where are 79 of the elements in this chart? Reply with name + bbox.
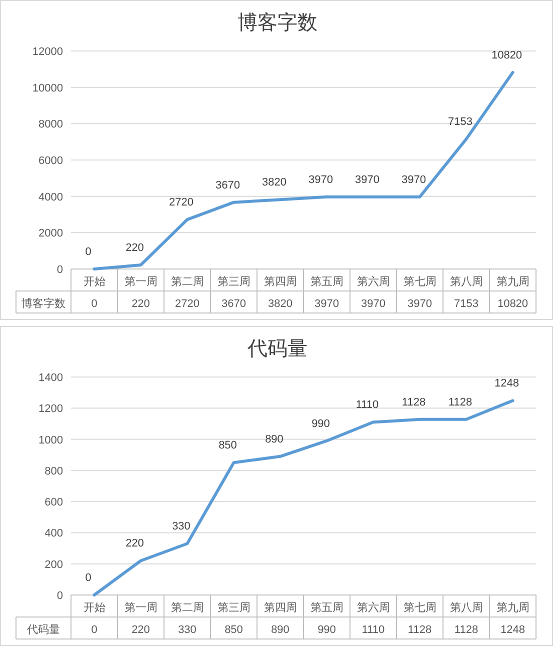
data-label: 1248	[500, 624, 525, 636]
y-tick-label: 8000	[38, 118, 63, 131]
annotation: 2720	[169, 196, 194, 209]
data-label: 7153	[454, 298, 478, 310]
y-tick-label: 12000	[32, 46, 63, 58]
text: 代码量	[26, 624, 60, 636]
x-tick-label: 开始	[83, 602, 106, 614]
x-tick-label: 第六周	[356, 601, 390, 614]
annotation: 3670	[216, 179, 240, 192]
x-tick-label: 第四周	[264, 276, 297, 288]
chart-title: 博客字数	[238, 11, 318, 34]
annotation: 3970	[402, 174, 426, 186]
annotation: 0	[85, 572, 92, 584]
data-label: 850	[224, 624, 243, 636]
data-label: 10820	[497, 298, 528, 310]
x-tick-label: 第二周	[170, 602, 204, 614]
chart-title: 代码量	[246, 338, 308, 360]
x-tick-label: 第五周	[310, 602, 344, 614]
data-label: 3970	[361, 298, 386, 310]
y-tick-label: 4000	[38, 191, 63, 204]
data-label: 2720	[175, 298, 200, 310]
data-label: 220	[132, 624, 150, 636]
data-label: 220	[132, 298, 150, 310]
x-tick-label: 开始	[83, 276, 106, 288]
annotation: 890	[265, 433, 284, 446]
annotation: 220	[126, 242, 144, 254]
x-tick-label: 第八周	[450, 276, 483, 288]
y-tick-label: 600	[44, 496, 63, 509]
x-tick-label: 第三周	[217, 276, 250, 288]
x-tick-label: 第一周	[124, 602, 158, 614]
y-tick-label: 10000	[32, 82, 63, 94]
y-tick-label: 1200	[38, 403, 63, 416]
annotation: 990	[312, 418, 330, 430]
annotation: 330	[172, 520, 190, 533]
annotation: 0	[85, 246, 92, 258]
annotation: 3970	[355, 174, 380, 186]
data-label: 3970	[314, 298, 339, 310]
data-label: 330	[178, 624, 196, 636]
data-label: 1110	[362, 624, 385, 636]
x-tick-label: 第七周	[403, 275, 436, 288]
x-tick-label: 第三周	[217, 602, 250, 614]
x-tick-label: 第四周	[264, 602, 297, 614]
text: 博客字数	[22, 297, 66, 310]
annotation: 3820	[262, 176, 286, 189]
y-tick-label: 200	[44, 558, 63, 571]
data-label: 3970	[408, 298, 432, 310]
annotation: 1128	[448, 396, 472, 408]
x-tick-label: 第五周	[310, 276, 344, 288]
y-tick-label: 1400	[38, 372, 63, 384]
annotation: 3970	[308, 174, 333, 186]
y-tick-label: 0	[56, 590, 63, 602]
x-tick-label: 第九周	[496, 275, 530, 288]
data-label: 890	[271, 624, 290, 636]
data-label: 1128	[454, 624, 478, 636]
annotation: 1110	[356, 399, 379, 412]
data-label: 1128	[408, 624, 432, 636]
x-tick-label: 第八周	[450, 602, 483, 614]
y-tick-label: 2000	[38, 228, 63, 240]
data-label: 0	[91, 624, 98, 636]
data-label: 3820	[268, 298, 292, 310]
y-tick-label: 800	[44, 465, 63, 478]
annotation: 7153	[448, 116, 472, 128]
data-label: 990	[318, 624, 336, 636]
y-tick-label: 1000	[38, 434, 63, 446]
annotation: 220	[126, 538, 144, 550]
x-tick-label: 第一周	[124, 276, 158, 288]
y-tick-label: 400	[44, 528, 63, 540]
annotation: 850	[218, 440, 237, 452]
annotation: 1128	[402, 396, 426, 408]
x-tick-label: 第七周	[403, 601, 436, 614]
y-tick-label: 6000	[38, 155, 63, 167]
x-tick-label: 第六周	[356, 275, 390, 288]
data-label: 3670	[222, 298, 246, 310]
x-tick-label: 第二周	[170, 276, 204, 288]
data-label: 0	[91, 298, 98, 310]
y-tick-label: 0	[56, 264, 63, 276]
x-tick-label: 第九周	[496, 601, 530, 614]
annotation: 10820	[491, 49, 522, 62]
annotation: 1248	[494, 378, 519, 390]
